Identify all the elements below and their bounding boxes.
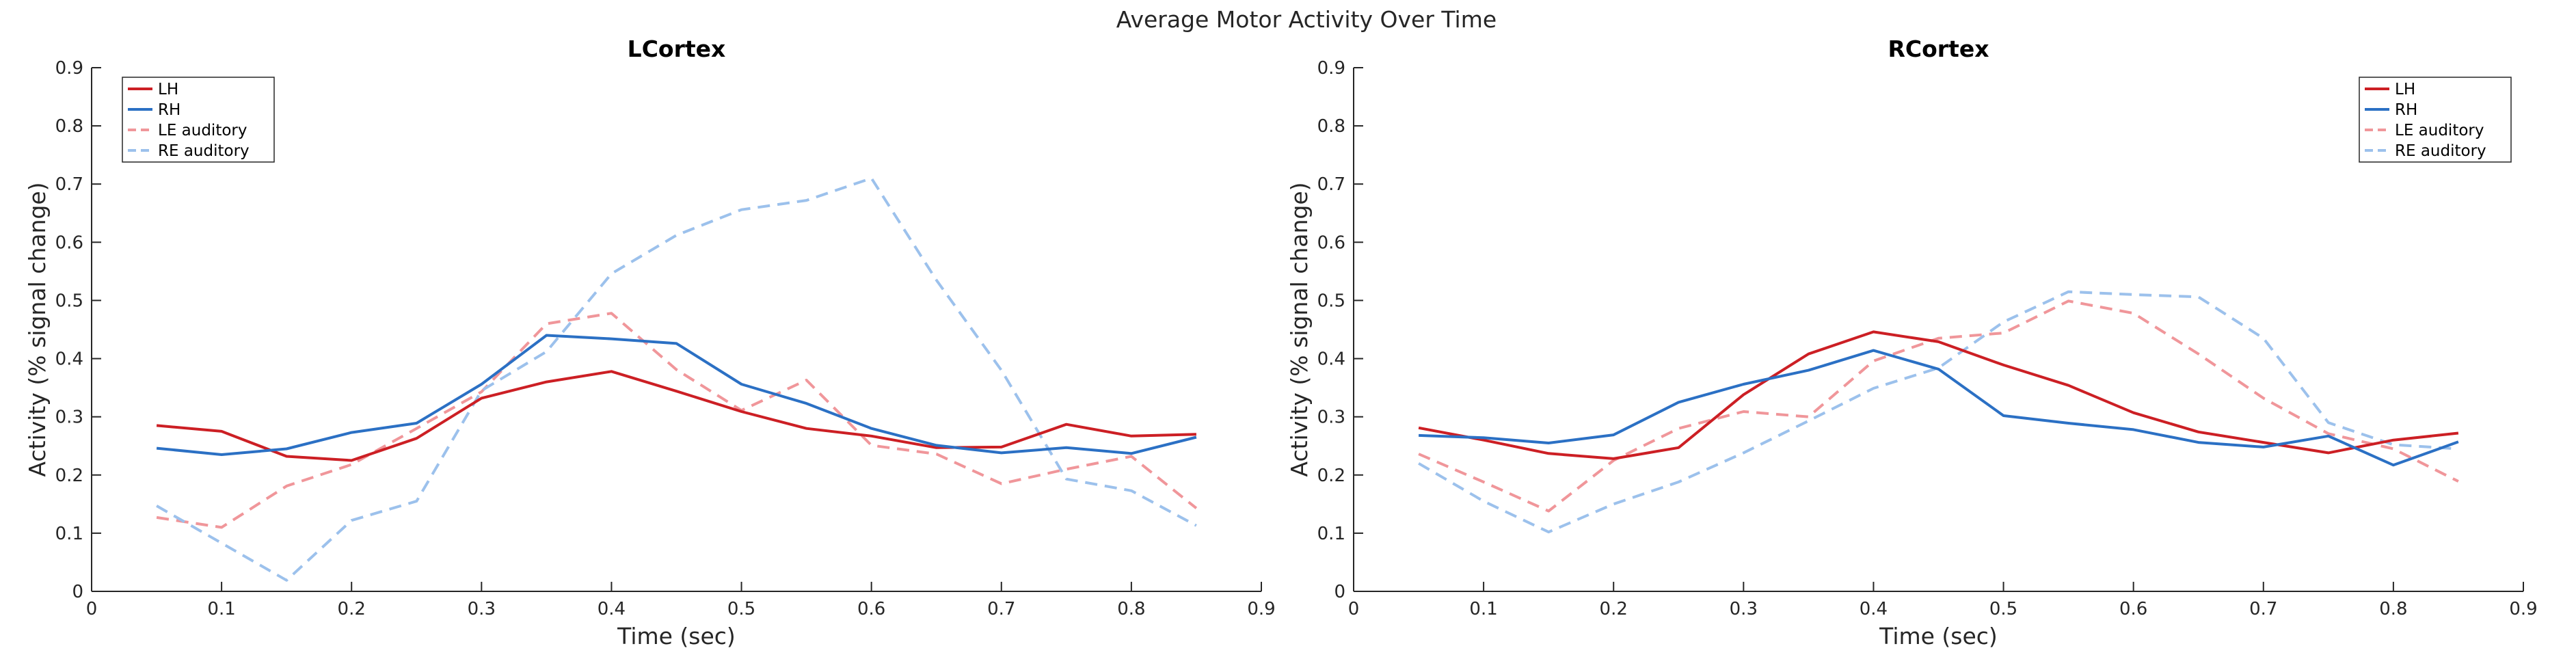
y-tick-label: 0.7 <box>55 174 83 195</box>
legend-label-lh: LH <box>2395 81 2415 98</box>
chart-title: LCortex <box>628 36 726 62</box>
y-tick-label: 0.7 <box>1317 174 1345 195</box>
chart-panel-lcortex: LCortex 0 0.1 0.2 0.3 0.4 0.5 0.6 0.7 0.8 0.9 0 0.1 0… <box>24 36 1276 649</box>
y-tick-label: 0.6 <box>1317 232 1345 253</box>
series-line-lh <box>156 370 1196 462</box>
x-tick-label: 0.9 <box>2509 599 2537 619</box>
legend-box <box>2359 77 2512 163</box>
x-tick-label: 0.6 <box>2119 599 2147 619</box>
x-tick-label: 0.1 <box>1469 599 1497 619</box>
x-tick-label: 0 <box>1348 599 1360 619</box>
y-tick-label: 0.1 <box>55 524 83 544</box>
series-line-re-auditory <box>1418 290 2459 534</box>
x-tick-label: 0.4 <box>598 599 626 619</box>
x-tick-label: 0.9 <box>1247 599 1275 619</box>
y-tick-label: 0.2 <box>1317 466 1345 486</box>
x-tick-label: 0.5 <box>727 599 755 619</box>
y-tick-label: 0.4 <box>1317 349 1345 370</box>
legend: LH RH LE auditory RE auditory <box>122 77 275 163</box>
series-line-rh <box>156 334 1197 456</box>
y-tick-label: 0.9 <box>1317 58 1345 79</box>
x-tick-label: 0.5 <box>1989 599 2017 619</box>
x-axis-label: Time (sec) <box>1879 623 1998 649</box>
chart-panels: LCortex 0 0.1 0.2 0.3 0.4 0.5 0.6 0.7 0.8 0.9 0 0.1 0… <box>24 36 2538 649</box>
x-tick-label: 0.4 <box>1860 599 1888 619</box>
legend-label-le-auditory: LE auditory <box>158 122 247 139</box>
y-tick-label: 0.1 <box>1317 524 1345 544</box>
y-tick-label: 0.3 <box>1317 407 1345 428</box>
legend-label-re-auditory: RE auditory <box>2395 142 2486 160</box>
y-tick-label: 0.3 <box>55 407 83 428</box>
legend-label-lh: LH <box>158 81 178 98</box>
legend-label-rh: RH <box>2395 101 2417 119</box>
x-tick-label: 0.8 <box>1117 599 1145 619</box>
y-tick-label: 0.2 <box>55 466 83 486</box>
y-tick-label: 0 <box>72 582 83 602</box>
series-line-le-auditory <box>1418 299 2459 513</box>
series-line-rh <box>1419 349 2459 467</box>
x-tick-label: 0.3 <box>468 599 496 619</box>
x-tick-label: 0 <box>86 599 98 619</box>
y-axis-label: Activity (% signal change) <box>24 182 51 477</box>
legend: LH RH LE auditory RE auditory <box>2359 77 2512 163</box>
legend-label-rh: RH <box>158 101 180 119</box>
series-line-re-auditory <box>156 176 1197 582</box>
x-tick-label: 0.1 <box>207 599 235 619</box>
x-tick-label: 0.2 <box>338 599 366 619</box>
legend-label-re-auditory: RE auditory <box>158 142 250 160</box>
y-tick-label: 0.9 <box>55 58 83 79</box>
legend-box <box>122 77 275 163</box>
y-tick-label: 0.5 <box>55 291 83 311</box>
y-tick-label: 0.5 <box>1317 291 1345 311</box>
y-tick-label: 0 <box>1334 582 1345 602</box>
x-tick-label: 0.3 <box>1730 599 1758 619</box>
x-tick-label: 0.7 <box>2249 599 2277 619</box>
y-tick-label: 0.4 <box>55 349 83 370</box>
x-tick-label: 0.8 <box>2379 599 2407 619</box>
x-tick-label: 0.6 <box>857 599 885 619</box>
y-axis-label: Activity (% signal change) <box>1286 182 1313 477</box>
series-line-le-auditory <box>156 312 1198 529</box>
chart-panel-rcortex: RCortex 0 0.1 0.2 0.3 0.4 0.5 0.6 0.7 0.8 0.9 0 0.1 0… <box>1286 36 2538 649</box>
y-tick-label: 0.8 <box>55 116 83 137</box>
y-tick-label: 0.6 <box>55 232 83 253</box>
x-tick-label: 0.2 <box>1600 599 1628 619</box>
y-tick-label: 0.8 <box>1317 116 1345 137</box>
figure-title: Average Motor Activity Over Time <box>1116 6 1497 33</box>
series-line-lh <box>1418 330 2459 460</box>
x-axis-label: Time (sec) <box>617 623 736 649</box>
x-tick-label: 0.7 <box>987 599 1015 619</box>
legend-label-le-auditory: LE auditory <box>2395 122 2484 139</box>
chart-title: RCortex <box>1888 36 1989 62</box>
